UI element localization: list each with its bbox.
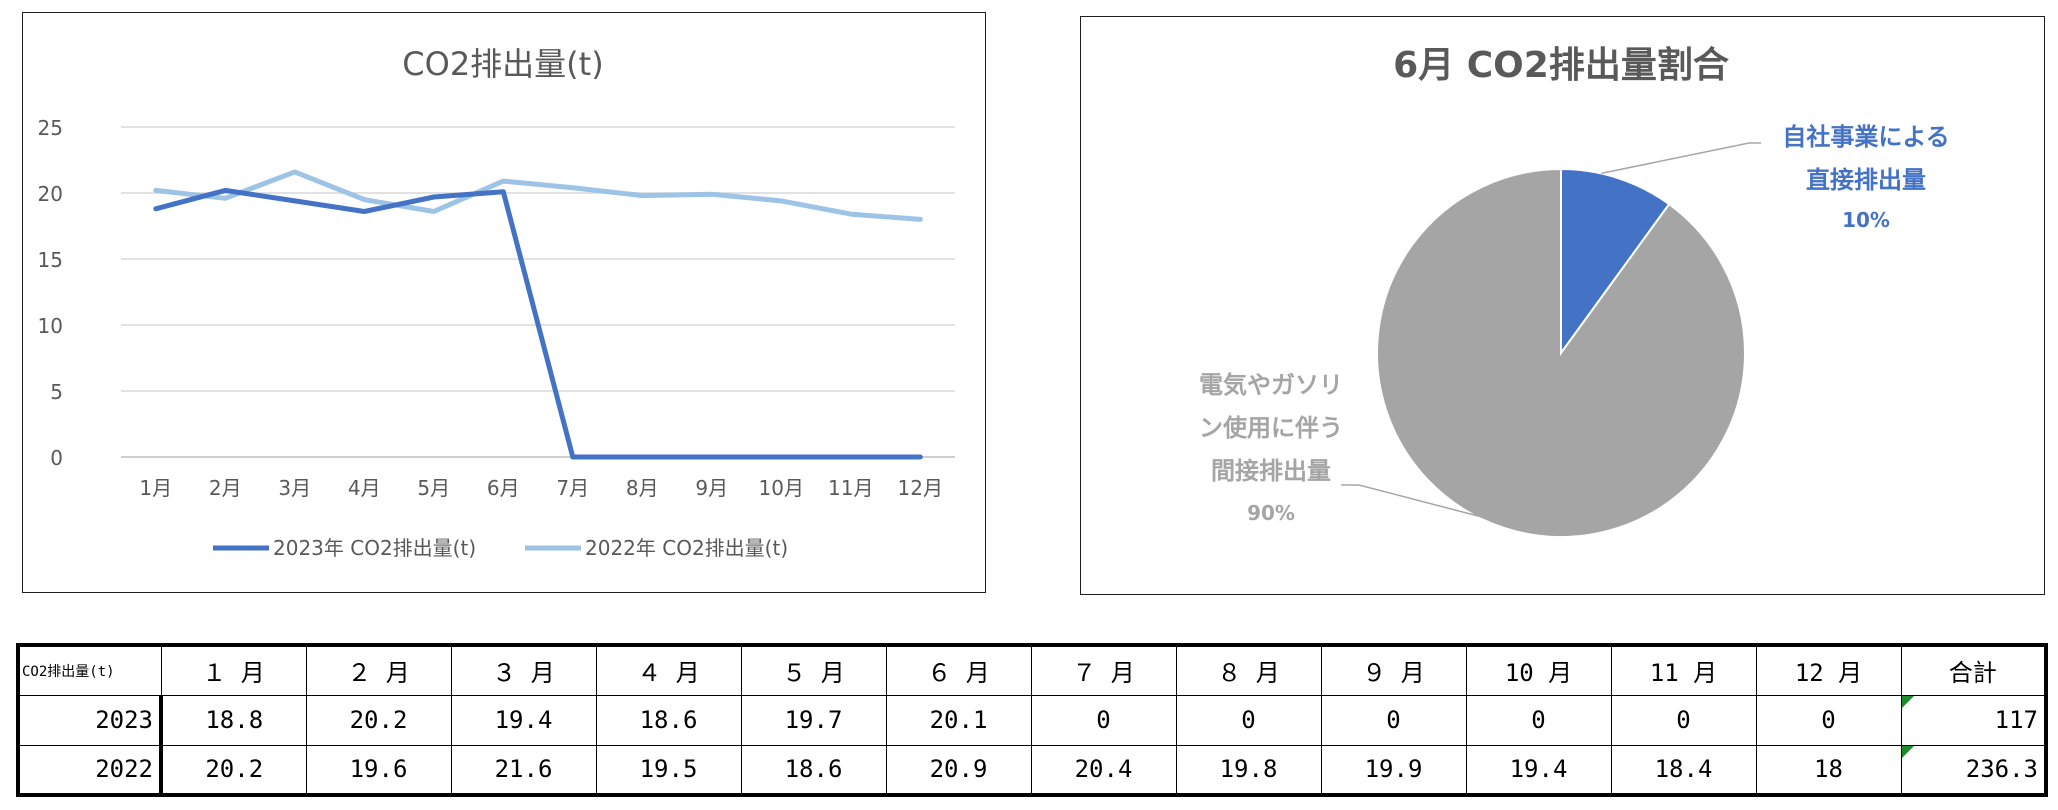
data-table[interactable]: CO2排出量(t) １ 月 ２ 月 ３ 月 ４ 月 ５ 月 ６ 月 ７ 月 ８ … [16, 643, 2048, 797]
pie-chart-panel[interactable]: 6月 CO2排出量割合自社事業による 直接排出量 10% 電気やガソリ ン使用に伴う 間接… [1080, 16, 2045, 595]
series-line-0 [153, 187, 923, 460]
y-tick-label: 25 [38, 116, 63, 140]
value-cell[interactable]: 0 [1175, 694, 1322, 746]
y-tick-label: 20 [38, 182, 63, 206]
leader-line-1 [1341, 484, 1502, 523]
y-tick-label: 5 [50, 380, 63, 404]
header-cell[interactable]: ２ 月 [305, 644, 452, 696]
pie-label-1-line-1: ン使用に伴う [1199, 414, 1343, 442]
x-tick-label: 1月 [139, 476, 172, 500]
value-cell[interactable]: 18.6 [740, 744, 887, 796]
header-cell-total[interactable]: 合計 [1900, 644, 2047, 696]
chart-title: CO2排出量(t) [402, 45, 603, 83]
pie-label-0-line-0: 自社事業による [1782, 123, 1949, 151]
header-cell[interactable]: ９ 月 [1320, 644, 1467, 696]
total-cell[interactable]: 117 [1900, 694, 2047, 746]
x-tick-label: 11月 [828, 476, 873, 500]
x-tick-label: 10月 [759, 476, 804, 500]
y-tick-label: 15 [38, 248, 63, 272]
value-cell[interactable]: 20.9 [885, 744, 1032, 796]
x-tick-label: 8月 [626, 476, 659, 500]
value-cell[interactable]: 19.5 [595, 744, 742, 796]
value-cell[interactable]: 0 [1030, 694, 1177, 746]
legend-label-1: 2022年 CO2排出量(t) [585, 536, 788, 560]
header-cell[interactable]: 12 月 [1755, 644, 1902, 696]
header-cell[interactable]: ４ 月 [595, 644, 742, 696]
table-corner-label[interactable]: CO2排出量(t) [17, 644, 162, 696]
line-chart-panel[interactable]: CO2排出量(t) 0 5 10 15 20 25 1月 2月 3月 4月 5月 6月 7月 8月 9月 10月… [22, 12, 986, 593]
header-cell[interactable]: 10 月 [1465, 644, 1612, 696]
pie-title: 6月 CO2排出量割合 [1393, 45, 1729, 86]
pie-label-0-percent: 10% [1842, 208, 1890, 232]
data-table-wrapper: CO2排出量(t) １ 月 ２ 月 ３ 月 ４ 月 ５ 月 ６ 月 ７ 月 ８ … [16, 643, 2048, 797]
value-cell[interactable]: 20.2 [305, 694, 452, 746]
x-tick-label: 12月 [898, 476, 943, 500]
value-cell[interactable]: 21.6 [450, 744, 597, 796]
header-cell[interactable]: 11 月 [1610, 644, 1757, 696]
value-cell[interactable]: 19.4 [450, 694, 597, 746]
header-cell[interactable]: １ 月 [160, 644, 307, 696]
pie-label-1-line-0: 電気やガソリ [1199, 371, 1343, 399]
value-cell[interactable]: 0 [1755, 694, 1902, 746]
x-tick-label: 2月 [209, 476, 242, 500]
table-row-2022: 2022 20.2 19.6 21.6 19.5 18.6 20.9 20.4 … [17, 744, 2047, 796]
header-cell[interactable]: ５ 月 [740, 644, 887, 696]
value-cell[interactable]: 19.6 [305, 744, 452, 796]
pie-label-1-percent: 90% [1247, 501, 1295, 525]
value-cell[interactable]: 18.4 [1610, 744, 1757, 796]
line-chart: CO2排出量(t) 0 5 10 15 20 25 1月 2月 3月 4月 5月 6月 7月 8月 9月 10月… [38, 45, 955, 560]
y-tick-label: 0 [50, 446, 63, 470]
x-tick-label: 3月 [278, 476, 311, 500]
x-tick-label: 9月 [695, 476, 728, 500]
row-year-cell[interactable]: 2023 [17, 694, 163, 746]
value-cell[interactable]: 19.7 [740, 694, 887, 746]
total-value: 236.3 [1965, 755, 2038, 784]
value-cell[interactable]: 18.6 [595, 694, 742, 746]
pie-label-0-line-1: 直接排出量 [1806, 166, 1926, 194]
header-cell[interactable]: ８ 月 [1175, 644, 1322, 696]
x-tick-label: 4月 [348, 476, 381, 500]
value-cell[interactable]: 19.4 [1465, 744, 1612, 796]
value-cell[interactable]: 19.8 [1175, 744, 1322, 796]
value-cell[interactable]: 20.2 [160, 744, 307, 796]
value-cell[interactable]: 18.8 [160, 694, 307, 746]
value-cell[interactable]: 0 [1320, 694, 1467, 746]
x-tick-label: 5月 [417, 476, 450, 500]
row-year-cell[interactable]: 2022 [17, 744, 163, 796]
series-line-1 [153, 169, 923, 222]
header-cell[interactable]: ６ 月 [885, 644, 1032, 696]
y-tick-label: 10 [38, 314, 63, 338]
header-cell[interactable]: ３ 月 [450, 644, 597, 696]
table-header-row: CO2排出量(t) １ 月 ２ 月 ３ 月 ４ 月 ５ 月 ６ 月 ７ 月 ８ … [17, 644, 2047, 696]
table-row-2023: 2023 18.8 20.2 19.4 18.6 19.7 20.1 0 0 0… [17, 694, 2047, 746]
value-cell[interactable]: 20.4 [1030, 744, 1177, 796]
x-tick-label: 6月 [487, 476, 520, 500]
formula-warning-icon [1901, 745, 1914, 758]
pie-slice-1 [1376, 167, 1746, 538]
total-value: 117 [1994, 706, 2038, 734]
header-cell[interactable]: ７ 月 [1030, 644, 1177, 696]
legend-label-0: 2023年 CO2排出量(t) [273, 536, 476, 560]
value-cell[interactable]: 18 [1755, 744, 1902, 796]
pie-slice-0 [1560, 167, 1671, 357]
value-cell[interactable]: 20.1 [885, 694, 1032, 746]
value-cell[interactable]: 0 [1610, 694, 1757, 746]
leader-line-0 [1601, 142, 1761, 175]
pie-label-1-line-2: 間接排出量 [1211, 457, 1331, 485]
formula-warning-icon [1901, 695, 1914, 708]
value-cell[interactable]: 19.9 [1320, 744, 1467, 796]
value-cell[interactable]: 0 [1465, 694, 1612, 746]
total-cell[interactable]: 236.3 [1900, 744, 2047, 796]
x-tick-label: 7月 [556, 476, 589, 500]
